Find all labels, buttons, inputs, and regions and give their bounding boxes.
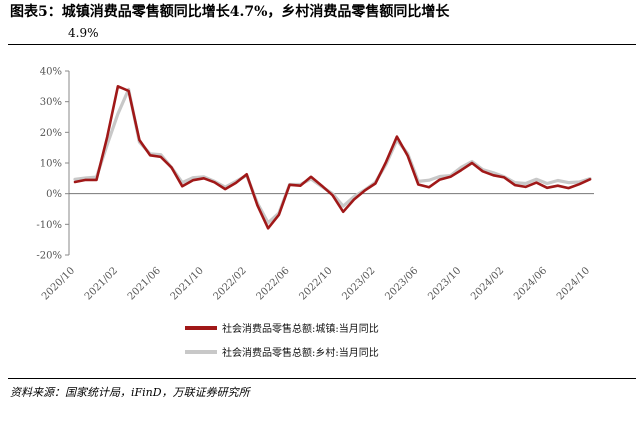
x-tick-label: 2020/10 [40,265,77,302]
y-tick-label: 40% [40,67,62,78]
source-note: 资料来源：国家统计局，iFinD，万联证券研究所 [10,386,250,399]
x-tick-label: 2021/06 [126,265,163,302]
y-tick-label: 10% [40,159,62,170]
x-tick-label: 2021/10 [169,265,206,302]
x-tick-label: 2024/06 [512,265,549,302]
line-chart: -20%-10%0%10%20%30%40%2020/10 2021/02 2021… [36,67,594,359]
y-tick-label: -20% [36,251,62,262]
chart-title-line2: 4.9% [68,26,99,40]
y-tick-label: 30% [40,97,62,108]
x-tick-label: 2022/06 [255,265,292,302]
x-tick-label: 2023/06 [383,265,420,302]
x-tick-label: 2024/02 [469,265,506,302]
y-tick-label: 0% [46,189,62,200]
legend-label-urban: 社会消费品零售总额:城镇:当月同比 [222,322,379,335]
chart-title-line1: 图表5：城镇消费品零售额同比增长4.7%，乡村消费品零售额同比增长 [10,4,450,20]
y-tick-label: -10% [36,220,62,231]
series-line-urban [73,85,592,230]
x-tick-label: 2021/02 [83,265,120,302]
legend-label-rural: 社会消费品零售总额:乡村:当月同比 [222,346,379,359]
source-divider [8,378,636,379]
x-tick-label: 2022/02 [212,265,249,302]
x-tick-label: 2023/02 [340,265,377,302]
y-tick-label: 20% [40,128,62,139]
chart-title: 图表5：城镇消费品零售额同比增长4.7%，乡村消费品零售额同比增长 4.9% [10,2,635,44]
title-divider [8,44,636,45]
x-tick-label: 2023/10 [426,265,463,302]
x-tick-label: 2022/10 [297,265,334,302]
x-tick-label: 2024/10 [555,265,592,302]
